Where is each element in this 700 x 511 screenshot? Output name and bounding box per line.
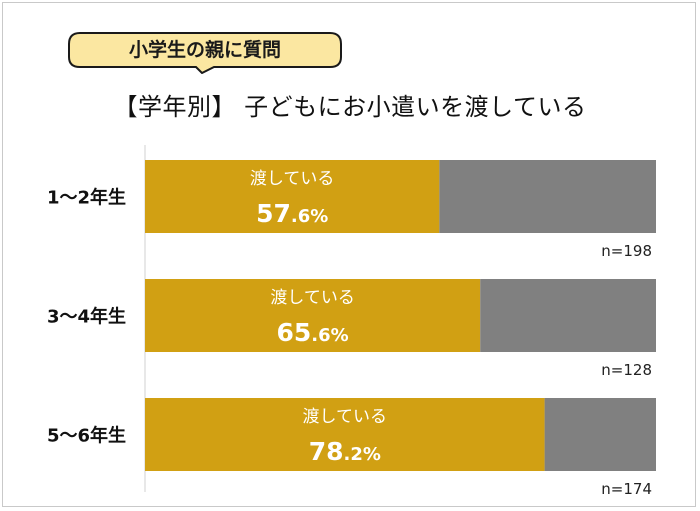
bar-secondary-3 — [544, 398, 656, 471]
value-label-2: 65.6% — [277, 318, 349, 347]
category-label-1: 1～2年生 — [47, 187, 126, 209]
sample-size-1: n=198 — [601, 242, 652, 260]
bar-secondary-2 — [480, 279, 656, 352]
bar-primary-2 — [145, 279, 481, 352]
question-badge: 小学生の親に質問 — [66, 30, 344, 74]
bar-secondary-1 — [439, 160, 656, 233]
category-label-3: 5～6年生 — [47, 425, 126, 447]
badge-label: 小学生の親に質問 — [128, 39, 281, 61]
value-label-1: 57.6% — [256, 199, 328, 228]
series-label-1: 渡している — [250, 169, 335, 189]
category-label-2: 3～4年生 — [47, 306, 126, 328]
chart-title: 【学年別】 子どもにお小遣いを渡している — [113, 93, 587, 121]
value-label-3: 78.2% — [309, 437, 381, 466]
series-label-2: 渡している — [270, 288, 355, 308]
bar-primary-3 — [145, 398, 545, 471]
bar-primary-1 — [145, 160, 440, 233]
badge-shape — [68, 32, 342, 74]
sample-size-3: n=174 — [601, 480, 652, 498]
series-label-3: 渡している — [303, 407, 388, 427]
sample-size-2: n=128 — [601, 361, 652, 379]
